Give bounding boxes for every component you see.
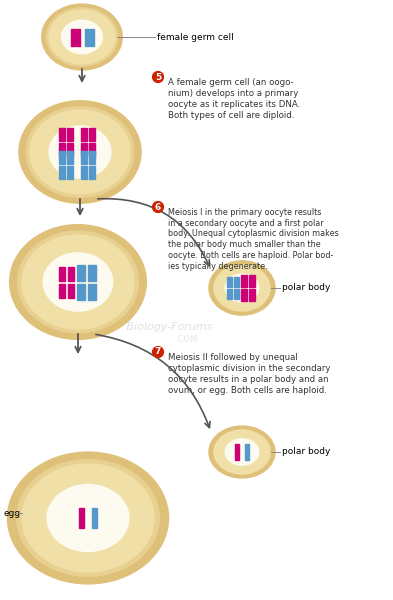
Ellipse shape: [225, 439, 259, 465]
Text: polar body: polar body: [282, 448, 331, 457]
Bar: [235, 444, 239, 460]
Bar: [92, 508, 97, 528]
Text: polar body: polar body: [282, 283, 331, 292]
Bar: [76, 28, 80, 46]
Ellipse shape: [30, 110, 130, 194]
Ellipse shape: [22, 235, 134, 329]
Text: Meiosis II followed by unequal
cytoplasmic division in the secondary
oocyte resu: Meiosis II followed by unequal cytoplasm…: [168, 353, 331, 395]
Ellipse shape: [47, 485, 129, 551]
Bar: [79, 508, 84, 528]
Ellipse shape: [26, 107, 134, 197]
Bar: [85, 28, 89, 46]
Ellipse shape: [17, 460, 159, 577]
Ellipse shape: [43, 253, 113, 311]
Ellipse shape: [7, 452, 169, 584]
Ellipse shape: [18, 231, 138, 333]
Text: A female germ cell (an oogo-
nium) develops into a primary
oocyte as it replicat: A female germ cell (an oogo- nium) devel…: [168, 78, 300, 120]
Bar: [81, 143, 87, 156]
Bar: [67, 151, 73, 164]
Bar: [59, 151, 65, 164]
Bar: [67, 143, 73, 156]
Text: ✗  Biology-Forums: ✗ Biology-Forums: [110, 322, 213, 332]
Ellipse shape: [49, 10, 115, 64]
Bar: [227, 277, 232, 287]
Bar: [89, 151, 95, 164]
Ellipse shape: [225, 274, 259, 302]
Bar: [77, 283, 84, 299]
Bar: [241, 275, 247, 287]
Bar: [227, 289, 232, 299]
Bar: [88, 265, 95, 280]
Ellipse shape: [22, 464, 154, 572]
Bar: [59, 283, 64, 298]
Bar: [241, 289, 247, 301]
Ellipse shape: [214, 265, 270, 311]
Ellipse shape: [214, 430, 270, 474]
Bar: [81, 128, 87, 141]
Bar: [234, 277, 239, 287]
Ellipse shape: [19, 101, 141, 203]
Bar: [59, 143, 65, 156]
Bar: [234, 289, 239, 299]
Bar: [68, 266, 73, 280]
Text: 7: 7: [155, 347, 161, 356]
Bar: [59, 266, 64, 280]
Text: 6: 6: [155, 202, 161, 211]
Text: 5: 5: [155, 73, 161, 82]
Bar: [81, 166, 87, 179]
Ellipse shape: [209, 261, 275, 315]
Ellipse shape: [49, 126, 111, 178]
Bar: [89, 128, 95, 141]
Bar: [249, 275, 255, 287]
Ellipse shape: [46, 8, 118, 66]
Bar: [67, 166, 73, 179]
Ellipse shape: [62, 20, 103, 54]
Bar: [88, 283, 95, 299]
Ellipse shape: [10, 224, 146, 340]
Bar: [59, 166, 65, 179]
Bar: [249, 289, 255, 301]
Bar: [67, 128, 73, 141]
Bar: [77, 265, 84, 280]
Bar: [245, 444, 249, 460]
Bar: [59, 128, 65, 141]
Bar: [71, 28, 75, 46]
Text: .COM: .COM: [175, 335, 197, 344]
Bar: [89, 166, 95, 179]
Bar: [90, 28, 94, 46]
Bar: [89, 143, 95, 156]
Ellipse shape: [42, 4, 122, 70]
Text: Meiosis I in the primary oocyte results
in a secondary oocyte and a first polar
: Meiosis I in the primary oocyte results …: [168, 208, 339, 271]
Text: egg: egg: [3, 509, 20, 517]
Ellipse shape: [209, 426, 275, 478]
Bar: [81, 151, 87, 164]
Text: female germ cell: female germ cell: [157, 32, 234, 41]
Bar: [68, 283, 73, 298]
